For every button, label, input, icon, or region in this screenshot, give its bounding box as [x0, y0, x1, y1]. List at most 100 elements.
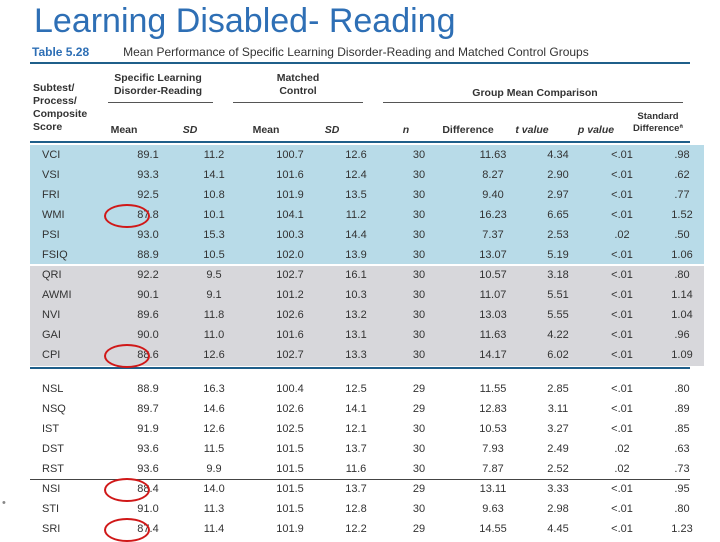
cell-difference: 11.07 — [479, 289, 507, 301]
table-row: VCI 89.1 11.2 100.7 12.6 30 11.63 4.34 <.01 .98 — [30, 146, 704, 166]
cell-std-difference: 1.04 — [671, 309, 693, 321]
cell-p-value: <.01 — [611, 209, 633, 221]
cell-sld-sd: 9.1 — [206, 289, 222, 301]
cell-control-mean: 102.7 — [276, 269, 304, 281]
cell-control-sd: 11.6 — [345, 463, 367, 475]
cell-difference: 13.07 — [479, 249, 507, 261]
cell-std-difference: .62 — [674, 169, 690, 181]
cell-difference: 14.55 — [479, 523, 507, 535]
cell-t-value: 3.18 — [547, 269, 569, 281]
cell-n: 29 — [412, 383, 426, 395]
cell-row-label: GAI — [42, 329, 61, 341]
cell-difference: 7.37 — [482, 229, 504, 241]
table-row: IST 91.9 12.6 102.5 12.1 30 10.53 3.27 <.01 .85 — [30, 420, 704, 440]
cell-t-value: 2.98 — [547, 503, 569, 515]
cell-p-value: <.01 — [611, 503, 633, 515]
cell-t-value: 3.33 — [547, 483, 569, 495]
cell-sld-mean: 88.9 — [137, 383, 159, 395]
cell-p-value: <.01 — [611, 249, 633, 261]
cell-control-sd: 11.2 — [345, 209, 367, 221]
cell-difference: 16.23 — [479, 209, 507, 221]
cell-difference: 13.11 — [479, 483, 507, 495]
cell-n: 30 — [412, 249, 426, 261]
table-row: AWMI 90.1 9.1 101.2 10.3 30 11.07 5.51 <.01 1.14 — [30, 286, 704, 306]
cell-sld-mean: 93.6 — [137, 443, 159, 455]
cell-n: 30 — [412, 503, 426, 515]
cell-t-value: 3.11 — [547, 403, 569, 415]
cell-t-value: 3.27 — [547, 423, 569, 435]
table-header-rule — [30, 141, 690, 143]
cell-difference: 9.63 — [482, 503, 504, 515]
group-rule-control — [233, 102, 363, 103]
cell-t-value: 2.97 — [547, 189, 569, 201]
cell-std-difference: .63 — [674, 443, 690, 455]
highlight-circle — [104, 204, 150, 228]
cell-p-value: <.01 — [611, 383, 633, 395]
cell-row-label: WMI — [42, 209, 65, 221]
cell-control-mean: 101.2 — [276, 289, 304, 301]
cell-sld-sd: 11.5 — [203, 443, 225, 455]
cell-std-difference: .98 — [674, 149, 690, 161]
cell-t-value: 6.02 — [547, 349, 569, 361]
cell-difference: 7.87 — [482, 463, 504, 475]
cell-sld-mean: 88.9 — [137, 249, 159, 261]
table-row: NVI 89.6 11.8 102.6 13.2 30 13.03 5.55 <.01 1.04 — [30, 306, 704, 326]
cell-sld-sd: 10.1 — [203, 209, 225, 221]
cell-n: 30 — [412, 209, 426, 221]
group-header-sld: Specific Learning Disorder-Reading — [113, 72, 203, 97]
cell-sld-mean: 90.1 — [137, 289, 159, 301]
cell-sld-sd: 12.6 — [203, 349, 225, 361]
cell-difference: 13.03 — [479, 309, 507, 321]
cell-row-label: QRI — [42, 269, 62, 281]
cell-p-value: <.01 — [611, 269, 633, 281]
cell-control-mean: 101.5 — [276, 483, 304, 495]
cell-row-label: SRI — [42, 523, 61, 535]
highlight-circle — [104, 478, 150, 502]
table-number: Table 5.28 — [32, 45, 90, 59]
col-header-p-value: p value — [577, 124, 615, 136]
cell-sld-mean: 93.3 — [137, 169, 159, 181]
cell-std-difference: 1.09 — [671, 349, 693, 361]
cell-difference: 14.17 — [479, 349, 507, 361]
cell-n: 29 — [412, 403, 426, 415]
cell-std-difference: .73 — [674, 463, 690, 475]
cell-std-difference: .50 — [674, 229, 690, 241]
cell-control-sd: 12.2 — [345, 523, 367, 535]
cell-control-mean: 102.7 — [276, 349, 304, 361]
cell-control-sd: 16.1 — [345, 269, 367, 281]
table-row: STI 91.0 11.3 101.5 12.8 30 9.63 2.98 <.01 .80 — [30, 500, 704, 520]
cell-control-mean: 102.6 — [276, 403, 304, 415]
cell-row-label: FSIQ — [42, 249, 68, 261]
cell-n: 30 — [412, 189, 426, 201]
col-header-n: n — [402, 124, 410, 136]
cell-difference: 9.40 — [482, 189, 504, 201]
cell-sld-sd: 11.8 — [203, 309, 225, 321]
cell-control-sd: 13.9 — [345, 249, 367, 261]
cell-t-value: 4.22 — [547, 329, 569, 341]
cell-n: 30 — [412, 349, 426, 361]
highlight-circle — [104, 518, 150, 542]
cell-control-sd: 12.6 — [345, 149, 367, 161]
cell-n: 29 — [412, 483, 426, 495]
cell-p-value: <.01 — [611, 169, 633, 181]
section-rule-composite — [30, 479, 690, 480]
cell-sld-mean: 93.6 — [137, 463, 159, 475]
cell-control-mean: 101.5 — [276, 503, 304, 515]
cell-std-difference: 1.14 — [671, 289, 693, 301]
cell-sld-mean: 91.9 — [137, 423, 159, 435]
cell-p-value: <.01 — [611, 349, 633, 361]
table-row: GAI 90.0 11.0 101.6 13.1 30 11.63 4.22 <.01 .96 — [30, 326, 704, 346]
cell-row-label: RST — [42, 463, 64, 475]
cell-sld-mean: 91.0 — [137, 503, 159, 515]
cell-control-mean: 102.5 — [276, 423, 304, 435]
col-header-std-diff: Standard Differenceª — [633, 111, 683, 134]
cell-p-value: <.01 — [611, 423, 633, 435]
table-row: NSQ 89.7 14.6 102.6 14.1 29 12.83 3.11 <.01 .89 — [30, 400, 704, 420]
cell-sld-mean: 90.0 — [137, 329, 159, 341]
cell-row-label: DST — [42, 443, 64, 455]
group-rule-comparison — [383, 102, 683, 103]
cell-t-value: 2.53 — [547, 229, 569, 241]
cell-std-difference: 1.52 — [671, 209, 693, 221]
cell-control-mean: 101.5 — [276, 463, 304, 475]
cell-sld-sd: 12.6 — [203, 423, 225, 435]
